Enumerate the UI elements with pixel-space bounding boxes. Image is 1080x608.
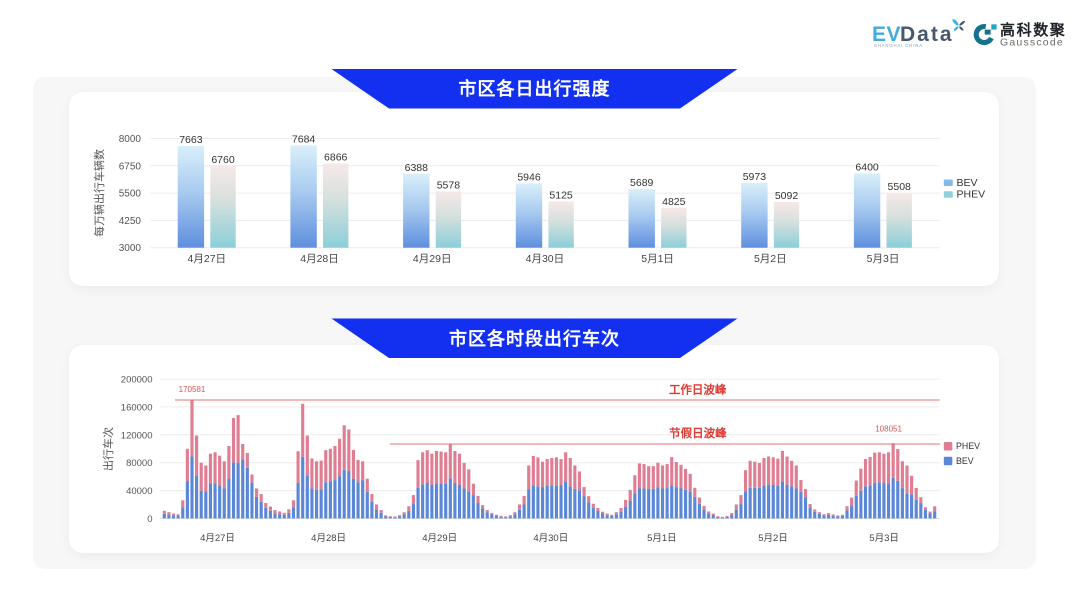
svg-text:5500: 5500	[119, 189, 142, 200]
svg-text:4月29日: 4月29日	[413, 253, 452, 265]
svg-text:5月3日: 5月3日	[867, 253, 900, 265]
svg-text:BEV: BEV	[957, 177, 978, 189]
svg-text:5092: 5092	[775, 190, 799, 202]
svg-text:5月3日: 5月3日	[869, 533, 899, 544]
svg-text:Gausscode: Gausscode	[1000, 37, 1064, 49]
svg-text:每万辆出行车辆数: 每万辆出行车辆数	[92, 149, 106, 237]
svg-text:80000: 80000	[126, 458, 152, 469]
svg-text:5月1日: 5月1日	[647, 533, 677, 544]
svg-text:6400: 6400	[855, 162, 879, 174]
svg-text:EV: EV	[872, 23, 901, 46]
svg-text:市区各时段出行车次: 市区各时段出行车次	[449, 328, 620, 349]
svg-text:Data: Data	[900, 23, 954, 46]
svg-text:6760: 6760	[211, 154, 235, 166]
svg-text:160000: 160000	[121, 402, 153, 413]
svg-text:5578: 5578	[437, 180, 461, 192]
svg-text:工作日波峰: 工作日波峰	[669, 382, 727, 396]
svg-text:5月1日: 5月1日	[641, 253, 674, 265]
svg-text:节假日波峰: 节假日波峰	[669, 426, 727, 440]
svg-text:4月29日: 4月29日	[422, 533, 457, 544]
svg-text:4月27日: 4月27日	[200, 533, 235, 544]
svg-text:PHEV: PHEV	[956, 441, 980, 451]
svg-text:4月30日: 4月30日	[533, 533, 568, 544]
svg-text:120000: 120000	[121, 430, 153, 441]
svg-text:SHANGHAI CHINA: SHANGHAI CHINA	[874, 43, 923, 48]
svg-text:5125: 5125	[549, 190, 573, 202]
svg-text:4825: 4825	[662, 196, 686, 208]
svg-text:7684: 7684	[292, 134, 316, 146]
svg-text:5508: 5508	[888, 181, 912, 193]
svg-text:3000: 3000	[119, 243, 142, 254]
svg-text:4250: 4250	[119, 216, 142, 227]
svg-text:5946: 5946	[517, 172, 541, 184]
svg-text:5689: 5689	[630, 177, 654, 189]
svg-text:高科数聚: 高科数聚	[1000, 21, 1066, 39]
svg-text:6866: 6866	[324, 152, 348, 164]
svg-text:4月28日: 4月28日	[311, 533, 346, 544]
svg-text:出行车次: 出行车次	[101, 427, 115, 471]
svg-text:0: 0	[147, 514, 152, 525]
svg-text:5973: 5973	[743, 171, 767, 183]
svg-text:5月2日: 5月2日	[758, 533, 788, 544]
svg-text:6388: 6388	[405, 162, 429, 174]
svg-text:7663: 7663	[179, 134, 203, 146]
svg-text:4月27日: 4月27日	[188, 253, 227, 265]
svg-text:4月28日: 4月28日	[300, 253, 339, 265]
svg-text:8000: 8000	[119, 134, 142, 145]
svg-text:170581: 170581	[179, 385, 206, 394]
svg-text:市区各日出行强度: 市区各日出行强度	[459, 78, 611, 99]
svg-text:40000: 40000	[126, 486, 152, 497]
svg-text:BEV: BEV	[956, 456, 974, 466]
svg-text:108051: 108051	[875, 425, 902, 434]
svg-text:200000: 200000	[121, 375, 153, 386]
svg-text:4月30日: 4月30日	[526, 253, 565, 265]
svg-text:5月2日: 5月2日	[754, 253, 787, 265]
svg-text:PHEV: PHEV	[957, 189, 986, 201]
svg-text:6750: 6750	[119, 161, 142, 172]
